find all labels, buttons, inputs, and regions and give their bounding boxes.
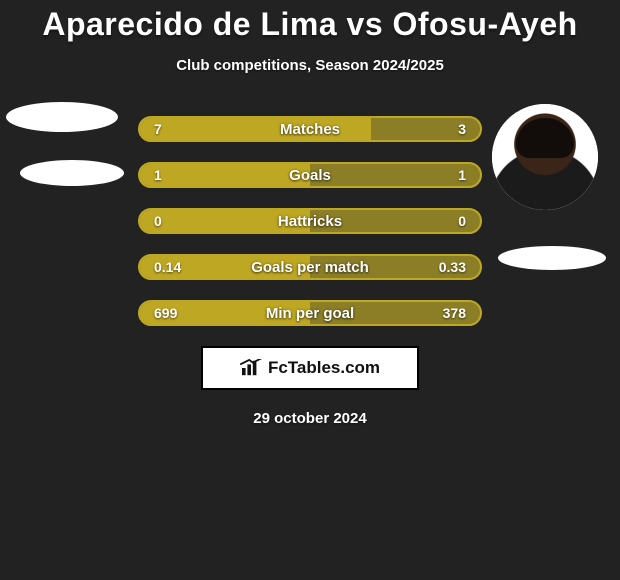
decor-ellipse xyxy=(20,160,124,186)
comparison-area: 7Matches3 1Goals1 0Hattricks0 0.14Goals per… xyxy=(0,116,620,326)
stat-label: Goals xyxy=(140,164,480,186)
stat-label: Hattricks xyxy=(140,210,480,232)
stat-label: Goals per match xyxy=(140,256,480,278)
decor-ellipse xyxy=(6,102,118,132)
avatar-face-icon xyxy=(492,104,598,210)
stat-value-right: 0.33 xyxy=(439,256,466,278)
stat-label: Min per goal xyxy=(140,302,480,324)
stat-bar: 1Goals1 xyxy=(138,162,482,188)
stat-bars: 7Matches3 1Goals1 0Hattricks0 0.14Goals per… xyxy=(138,116,482,326)
stat-value-right: 378 xyxy=(443,302,466,324)
bar-chart-icon xyxy=(240,359,262,377)
brand-badge: FcTables.com xyxy=(201,346,419,390)
stat-value-right: 1 xyxy=(458,164,466,186)
brand-text: FcTables.com xyxy=(268,358,380,378)
snapshot-date: 29 october 2024 xyxy=(0,410,620,427)
stat-label: Matches xyxy=(140,118,480,140)
stat-value-right: 3 xyxy=(458,118,466,140)
stat-bar: 0.14Goals per match0.33 xyxy=(138,254,482,280)
stat-bar: 7Matches3 xyxy=(138,116,482,142)
decor-ellipse xyxy=(498,246,606,270)
page-title: Aparecido de Lima vs Ofosu-Ayeh xyxy=(0,0,620,43)
player-right-avatar xyxy=(492,104,598,210)
stat-value-right: 0 xyxy=(458,210,466,232)
stat-bar: 0Hattricks0 xyxy=(138,208,482,234)
subtitle: Club competitions, Season 2024/2025 xyxy=(0,57,620,74)
stat-bar: 699Min per goal378 xyxy=(138,300,482,326)
